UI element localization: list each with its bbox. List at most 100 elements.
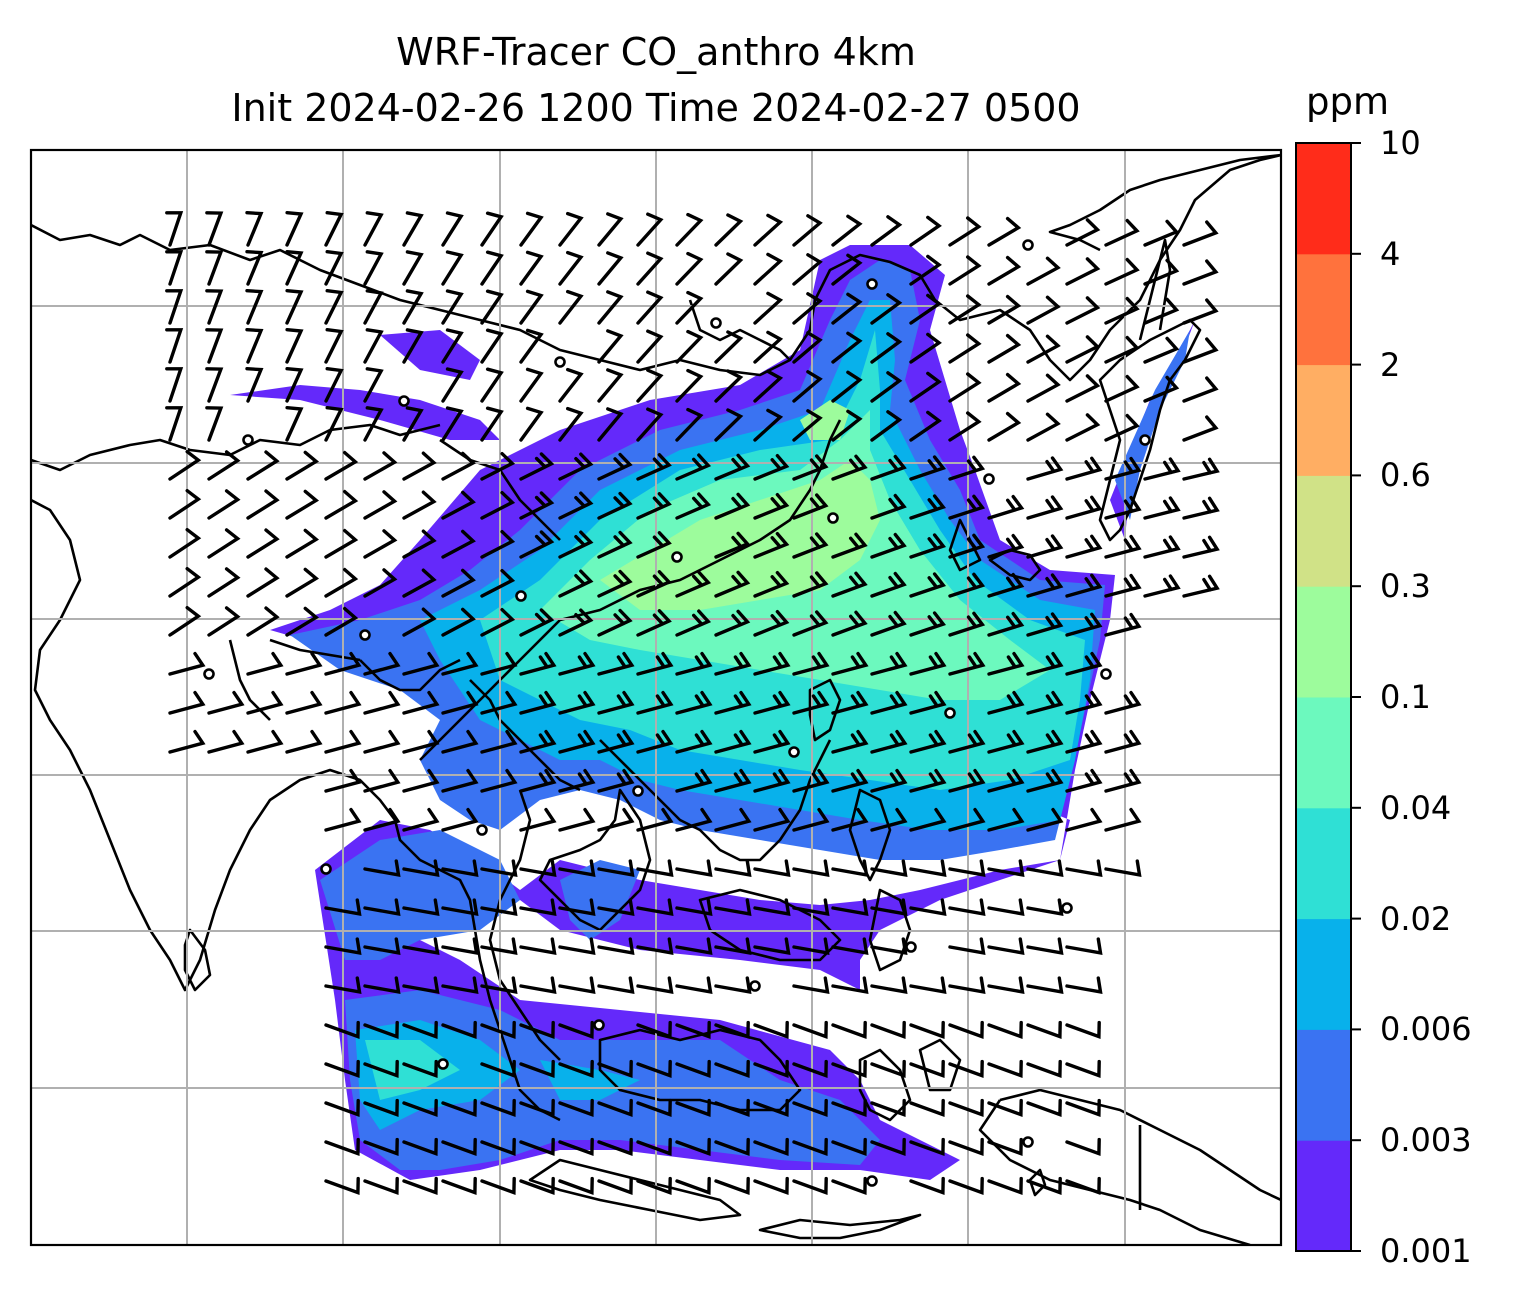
wind-barb xyxy=(1065,612,1103,637)
wind-barb xyxy=(402,451,437,481)
wind-barb xyxy=(1065,1020,1101,1040)
wind-barb xyxy=(870,898,908,916)
wind-barb xyxy=(324,406,344,442)
wind-barb xyxy=(519,807,557,832)
wind-barb xyxy=(402,250,424,286)
wind-barb xyxy=(363,1020,399,1040)
wind-barb xyxy=(1143,457,1181,481)
wind-barb xyxy=(402,898,440,916)
wind-barb xyxy=(948,937,986,955)
wind-barb xyxy=(870,215,903,247)
wind-barb xyxy=(363,250,384,286)
wind-barb xyxy=(831,807,869,832)
wind-barb xyxy=(1026,1059,1062,1079)
wind-barb xyxy=(168,450,202,481)
wind-barb xyxy=(948,859,986,877)
wind-barb xyxy=(948,729,986,754)
wind-barb xyxy=(948,768,986,793)
graticule xyxy=(31,150,1281,1245)
wind-barb xyxy=(948,898,986,916)
wind-barb xyxy=(909,1098,945,1118)
wind-barb xyxy=(714,1059,750,1079)
wind-barb xyxy=(870,1020,906,1040)
map-title-line1: WRF-Tracer CO_anthro 4km xyxy=(396,30,916,74)
wind-barb xyxy=(948,372,982,403)
calm-wind-circle xyxy=(515,590,527,602)
wind-barb xyxy=(675,768,713,793)
calm-wind-circle xyxy=(749,980,761,992)
wind-barb xyxy=(441,937,479,955)
wind-barb xyxy=(1026,976,1064,994)
wind-barb xyxy=(363,898,401,916)
wind-barb xyxy=(675,212,704,247)
wind-barb xyxy=(831,331,863,364)
wind-barb xyxy=(987,611,1025,637)
wind-barb xyxy=(675,1059,711,1079)
wind-barb xyxy=(363,289,384,325)
wind-barb xyxy=(1065,651,1103,676)
wind-barb xyxy=(909,1176,945,1196)
wind-barb xyxy=(948,1098,984,1118)
wind-barb xyxy=(363,807,401,832)
wind-barb xyxy=(636,937,674,955)
wind-barb xyxy=(753,408,784,442)
wind-barb xyxy=(205,250,224,286)
wind-barb xyxy=(870,532,907,559)
wind-barb xyxy=(402,529,437,559)
colorbar xyxy=(1295,142,1361,1252)
wind-barb xyxy=(714,330,744,364)
wind-barb xyxy=(402,807,440,832)
wind-barb xyxy=(675,976,713,994)
wind-barb xyxy=(675,1098,711,1118)
wind-barb xyxy=(636,329,664,364)
wind-barb xyxy=(1065,495,1103,520)
wind-barb xyxy=(1143,535,1181,559)
wind-barb xyxy=(987,859,1025,877)
wind-barb xyxy=(324,768,362,793)
wind-barb xyxy=(207,528,241,559)
wind-barb xyxy=(246,528,280,559)
wind-barb xyxy=(205,328,224,364)
wind-barb xyxy=(1104,534,1142,559)
wind-barb xyxy=(792,1176,828,1196)
wind-barb xyxy=(324,567,359,598)
wind-barb xyxy=(519,328,544,364)
calm-wind-circle xyxy=(788,746,800,758)
wind-barb xyxy=(246,606,280,637)
wind-barb xyxy=(480,328,504,364)
wind-barb xyxy=(597,452,633,481)
wind-barb xyxy=(870,1137,906,1157)
wind-barb xyxy=(909,455,947,481)
wind-barb xyxy=(909,254,942,286)
colorbar-tick-label: 0.003 xyxy=(1380,1121,1472,1160)
wind-barb xyxy=(636,368,664,403)
wind-barb xyxy=(753,1176,789,1196)
wind-barb xyxy=(948,1059,984,1079)
wind-barb xyxy=(870,410,903,442)
wind-barb xyxy=(363,490,398,520)
wind-barb xyxy=(909,690,947,715)
wind-barb xyxy=(714,807,752,832)
wind-barb xyxy=(480,976,518,994)
wind-barb xyxy=(831,1059,867,1079)
wind-barb xyxy=(246,651,284,676)
wind-barb xyxy=(792,454,829,481)
wind-barb xyxy=(480,690,518,715)
wind-barb xyxy=(753,1137,789,1157)
calm-wind-circle xyxy=(983,473,995,485)
wind-barb xyxy=(480,729,518,754)
wind-barb xyxy=(519,250,544,286)
wind-barb xyxy=(636,570,672,598)
wind-barb xyxy=(987,651,1025,676)
wind-barb xyxy=(324,450,359,481)
wind-barb xyxy=(1104,335,1140,364)
wind-barb xyxy=(324,1020,360,1040)
wind-barb xyxy=(1065,335,1101,364)
wind-barb xyxy=(558,608,594,637)
wind-barb xyxy=(480,768,518,793)
wind-barb xyxy=(597,530,633,559)
wind-barb xyxy=(636,1137,672,1157)
wind-barb xyxy=(168,528,202,559)
wind-barb xyxy=(1065,937,1103,955)
wind-barb xyxy=(714,1176,750,1196)
